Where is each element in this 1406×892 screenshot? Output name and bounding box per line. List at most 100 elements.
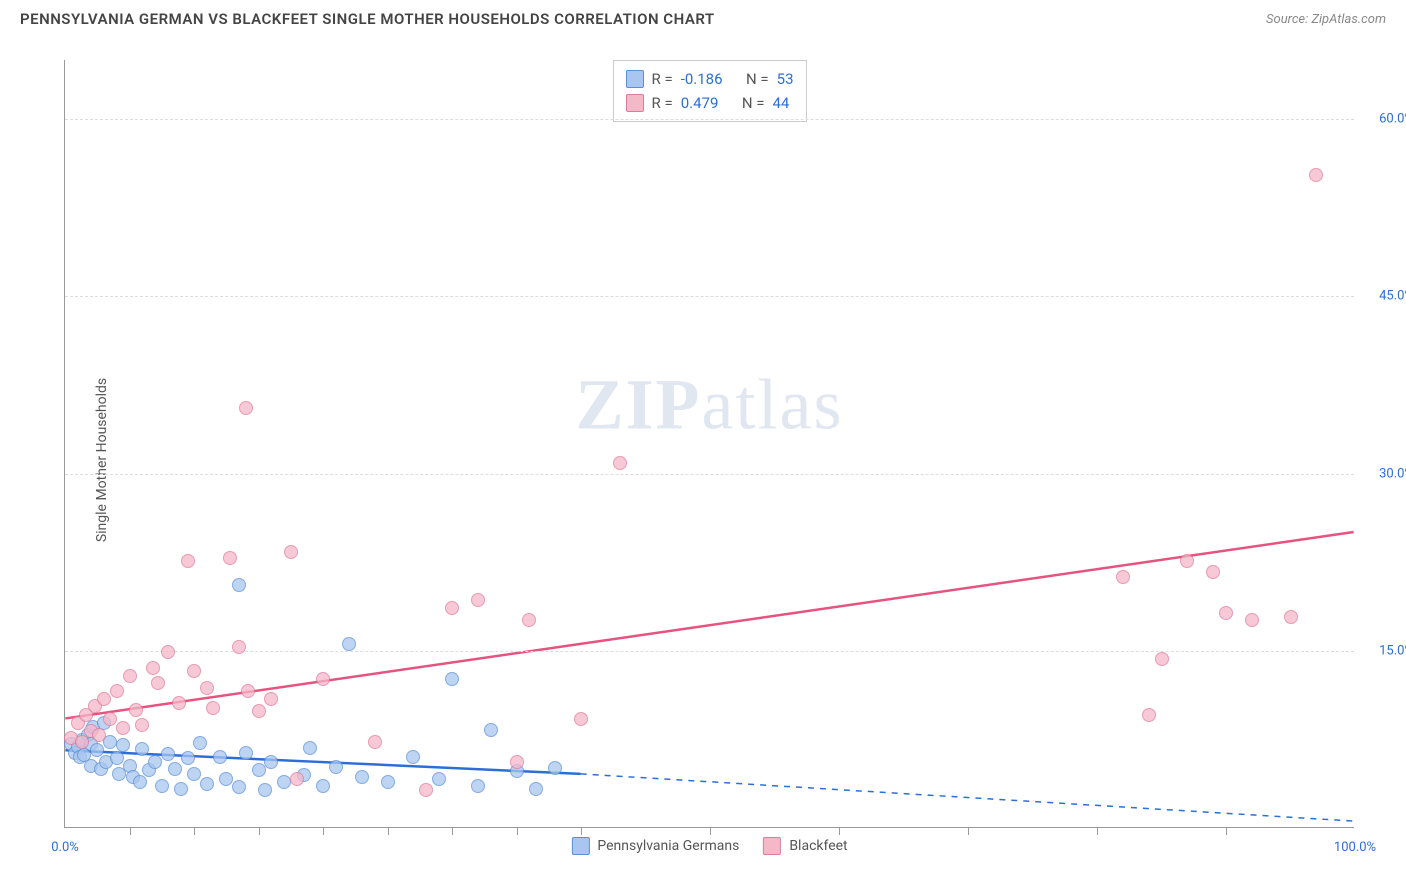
data-point (445, 672, 459, 686)
x-tick (130, 827, 131, 835)
watermark: ZIPatlas (576, 364, 844, 447)
gridline (65, 119, 1354, 120)
x-tick (1097, 827, 1098, 835)
data-point (277, 775, 291, 789)
data-point (151, 676, 165, 690)
data-point (381, 775, 395, 789)
correlation-legend: R = -0.186 N = 53 R = 0.479 N = 44 (612, 60, 806, 122)
data-point (290, 772, 304, 786)
data-point (116, 721, 130, 735)
data-point (232, 640, 246, 654)
data-point (172, 696, 186, 710)
data-point (129, 703, 143, 717)
data-point (484, 723, 498, 737)
data-point (241, 684, 255, 698)
data-point (155, 779, 169, 793)
data-point (174, 782, 188, 796)
plot-area: ZIPatlas R = -0.186 N = 53 R = 0.479 N =… (64, 60, 1354, 828)
data-point (284, 545, 298, 559)
data-point (92, 728, 106, 742)
data-point (223, 551, 237, 565)
x-tick (839, 827, 840, 835)
legend-row: R = -0.186 N = 53 (625, 67, 793, 91)
data-point (264, 755, 278, 769)
legend-item: Pennsylvania Germans (571, 837, 739, 855)
data-point (1309, 168, 1323, 182)
data-point (103, 712, 117, 726)
data-point (1245, 613, 1259, 627)
data-point (368, 735, 382, 749)
swatch-icon (763, 837, 781, 855)
data-point (181, 751, 195, 765)
data-point (168, 762, 182, 776)
series-legend: Pennsylvania Germans Blackfeet (571, 837, 847, 855)
data-point (193, 736, 207, 750)
x-tick-label: 0.0% (51, 840, 79, 855)
x-tick (710, 827, 711, 835)
data-point (1206, 565, 1220, 579)
data-point (135, 718, 149, 732)
chart-container: Single Mother Households ZIPatlas R = -0… (20, 40, 1386, 880)
x-tick (968, 827, 969, 835)
data-point (1219, 606, 1233, 620)
data-point (219, 772, 233, 786)
data-point (548, 761, 562, 775)
x-tick (323, 827, 324, 835)
data-point (161, 645, 175, 659)
data-point (342, 637, 356, 651)
data-point (110, 751, 124, 765)
data-point (316, 779, 330, 793)
legend-item: Blackfeet (763, 837, 847, 855)
x-tick (1226, 827, 1227, 835)
data-point (146, 661, 160, 675)
data-point (252, 704, 266, 718)
data-point (1180, 554, 1194, 568)
data-point (432, 772, 446, 786)
data-point (1142, 708, 1156, 722)
data-point (148, 755, 162, 769)
data-point (213, 750, 227, 764)
data-point (200, 681, 214, 695)
data-point (232, 578, 246, 592)
data-point (471, 779, 485, 793)
data-point (529, 782, 543, 796)
data-point (187, 767, 201, 781)
data-point (97, 692, 111, 706)
data-point (133, 775, 147, 789)
gridline (65, 296, 1354, 297)
data-point (510, 755, 524, 769)
data-point (1116, 570, 1130, 584)
data-point (123, 669, 137, 683)
data-point (613, 456, 627, 470)
chart-title: PENNSYLVANIA GERMAN VS BLACKFEET SINGLE … (20, 10, 715, 28)
data-point (135, 742, 149, 756)
source-attribution: Source: ZipAtlas.com (1266, 12, 1386, 27)
data-point (206, 701, 220, 715)
y-tick-label: 15.0% (1379, 643, 1406, 658)
data-point (200, 777, 214, 791)
x-tick (452, 827, 453, 835)
swatch-icon (625, 94, 643, 112)
data-point (419, 783, 433, 797)
data-point (239, 746, 253, 760)
data-point (522, 613, 536, 627)
data-point (471, 593, 485, 607)
data-point (1155, 652, 1169, 666)
gridline (65, 474, 1354, 475)
data-point (574, 712, 588, 726)
data-point (161, 747, 175, 761)
x-tick (517, 827, 518, 835)
data-point (103, 735, 117, 749)
data-point (252, 763, 266, 777)
data-point (264, 692, 278, 706)
data-point (445, 601, 459, 615)
data-point (303, 741, 317, 755)
x-tick (194, 827, 195, 835)
data-point (1284, 610, 1298, 624)
data-point (316, 672, 330, 686)
data-point (116, 738, 130, 752)
data-point (355, 770, 369, 784)
data-point (181, 554, 195, 568)
y-tick-label: 30.0% (1379, 466, 1406, 481)
data-point (329, 760, 343, 774)
